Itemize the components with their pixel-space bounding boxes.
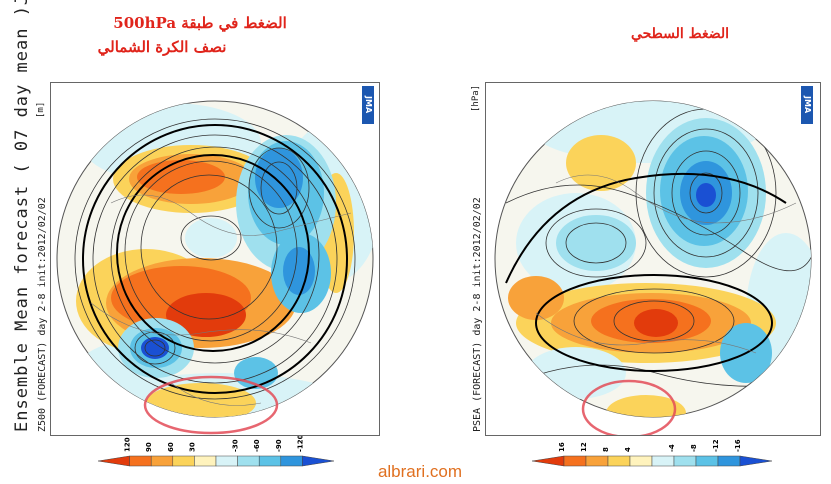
- psea-scale-tick-label: 12: [580, 442, 588, 452]
- jma-logo: JMA: [801, 86, 813, 124]
- right-panel-title: الضغط السطحي: [630, 26, 730, 42]
- psea-color-scale: 16 12 8 4 -4 -8 -12 -16: [532, 439, 772, 467]
- psea-scale-swatch: [695, 455, 719, 467]
- z500-scale-tick-label: -30: [232, 439, 240, 452]
- z500-scale-swatch: [280, 455, 303, 467]
- psea-scale-swatch: [532, 455, 565, 467]
- psea-scale-tick-label: -4: [668, 444, 676, 452]
- z500-scale-swatch: [258, 455, 282, 467]
- z500-anomaly-map: [50, 82, 380, 436]
- z500-scale-swatch: [215, 455, 238, 467]
- psea-scale-tick-label: 16: [558, 442, 566, 452]
- forecast-caption: Ensemble Mean forecast ( 07 day mean )JR…: [12, 0, 32, 432]
- z500-scale-tick-label: 60: [167, 442, 175, 452]
- z500-scale-swatch: [302, 455, 334, 467]
- z500-scale-swatch: [194, 455, 217, 467]
- psea-scale-tick-label: -16: [734, 439, 742, 452]
- psea-scale-tick-label: 8: [602, 447, 610, 452]
- psea-scale-swatch: [629, 455, 653, 467]
- psea-scale-tick-label: -8: [690, 444, 698, 452]
- psea-scale-tick-label: -12: [712, 439, 720, 452]
- psea-scale-swatch: [563, 455, 587, 467]
- z500-scale-swatch: [98, 455, 130, 467]
- z500-scale-tick-label: 120: [124, 437, 132, 452]
- z500-scale-tick-label: 90: [145, 442, 153, 452]
- z500-scale-swatch: [172, 455, 195, 467]
- jma-logo: JMA: [362, 86, 374, 124]
- site-credit: albrari.com: [377, 462, 463, 481]
- z500-map-graphic: [56, 100, 374, 435]
- psea-scale-swatch: [717, 455, 741, 467]
- psea-scale-swatch: [651, 455, 675, 467]
- z500-color-scale: 120 90 60 30 -30 -60 -90 -120: [98, 436, 334, 467]
- z500-scale-swatch: [129, 455, 152, 467]
- z500-scale-tick-label: 30: [188, 442, 196, 452]
- psea-scale-tick-label: 4: [624, 447, 632, 452]
- psea-scale-swatch: [673, 455, 697, 467]
- z500-scale-tick-label: -60: [253, 439, 261, 452]
- left-panel-subtitle: نصف الكرة الشمالي: [97, 38, 227, 56]
- left-product-caption: Z500 (FORECAST) day 2-8 init:2012/02/02: [37, 197, 48, 432]
- z500-scale-tick-label: -120: [296, 436, 304, 452]
- psea-scale-swatch: [607, 455, 631, 467]
- z500-scale-swatch: [237, 455, 260, 467]
- psea-scale-swatch: [585, 455, 609, 467]
- z500-scale-swatch: [150, 455, 174, 467]
- left-unit-label: [m]: [36, 101, 46, 118]
- psea-scale-swatch: [739, 455, 772, 467]
- sea-level-pressure-anomaly-map: [485, 82, 821, 436]
- left-panel-title: الضغط في طبقة 500hPa: [113, 14, 287, 32]
- psea-map-graphic: [494, 100, 812, 435]
- right-product-caption: PSEA (FORECAST) day 2-8 init:2012/02/02: [472, 197, 483, 432]
- right-unit-label: [hPa]: [471, 84, 481, 112]
- z500-scale-tick-label: -90: [275, 439, 283, 452]
